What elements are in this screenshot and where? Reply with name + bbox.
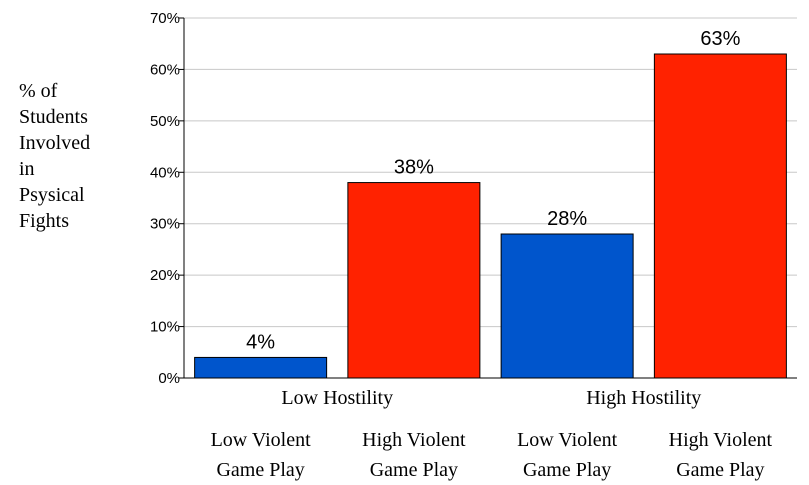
data-label: 63%	[700, 28, 740, 50]
category-label: Game Play	[216, 459, 304, 481]
bars	[194, 53, 787, 379]
data-label: 28%	[547, 208, 587, 230]
y-tick-label: 40%	[150, 164, 180, 181]
data-label: 38%	[394, 157, 434, 179]
axes	[179, 17, 797, 379]
category-label: High Violent	[669, 429, 773, 451]
y-axis-label-line: in	[19, 158, 35, 180]
y-tick-label: 0%	[158, 370, 180, 387]
labels: 0% 10% 20% 30% 40% 50% 60% 70% 4% Low Violent Game…	[150, 10, 773, 481]
data-label: 4%	[246, 331, 275, 353]
y-axis-label-line: Psysical	[19, 184, 85, 206]
category-label: Low Violent	[211, 429, 312, 451]
category-label: Game Play	[370, 459, 458, 481]
bar	[347, 182, 481, 379]
y-axis-label-line: Involved	[19, 132, 91, 154]
y-tick-label: 50%	[150, 113, 180, 130]
category-label: High Violent	[362, 429, 466, 451]
y-tick-label: 20%	[150, 267, 180, 284]
group-label: Low Hostility	[281, 387, 393, 409]
category-label: Game Play	[523, 459, 611, 481]
y-tick-label: 10%	[150, 319, 180, 336]
y-axis-label-line: % of	[19, 80, 58, 102]
bar	[653, 53, 787, 379]
bar	[194, 356, 328, 379]
category-label: Game Play	[676, 459, 764, 481]
y-tick-label: 60%	[150, 61, 180, 78]
bar	[500, 233, 634, 379]
y-tick-label: 30%	[150, 216, 180, 233]
y-axis-label: % of Students Involved in Psysical Fight…	[19, 78, 119, 234]
y-tick-label: 70%	[150, 10, 180, 27]
group-label: High Hostility	[586, 387, 701, 409]
category-label: Low Violent	[517, 429, 618, 451]
y-axis-label-line: Fights	[19, 210, 70, 232]
y-axis-label-line: Students	[19, 106, 88, 128]
